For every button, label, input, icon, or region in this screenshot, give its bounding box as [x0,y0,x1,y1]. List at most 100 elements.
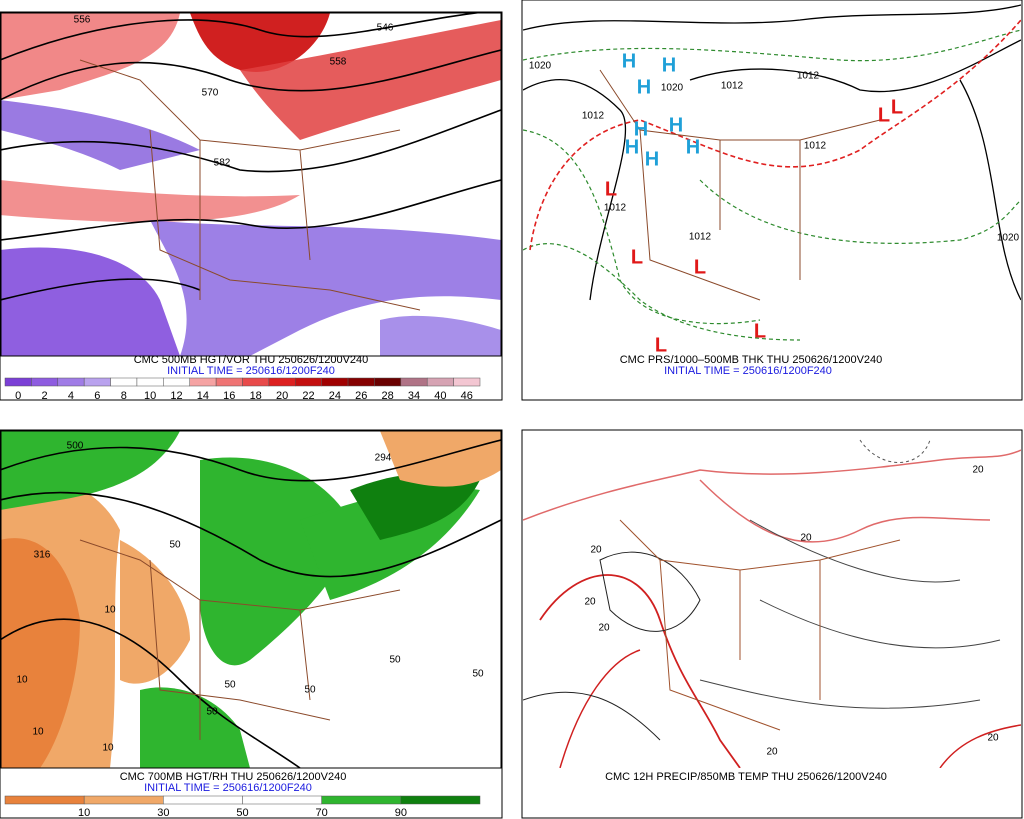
colorbar-label: 12 [170,390,182,402]
colorbar-swatch [347,377,375,387]
high-marker: H [637,76,651,98]
panel-caption: CMC 700MB HGT/RH THU 250626/1200V240 [120,771,347,783]
colorbar-swatch [110,377,138,387]
high-marker: H [622,50,636,72]
colorbar-swatch [321,377,349,387]
low-marker: L [694,256,706,278]
colorbar-swatch [374,377,402,387]
contour-label: 556 [74,15,91,26]
contour-label: 50 [224,680,236,691]
colorbar-label: 28 [382,390,394,402]
colorbar-label: 26 [355,390,367,402]
contour-label: 10 [32,727,44,738]
contour-label: 20 [987,733,999,744]
colorbar-label: 18 [250,390,262,402]
colorbar-swatch [136,377,164,387]
contour-label: 316 [34,550,51,561]
panel-frame [521,429,1023,819]
colorbar-label: 46 [461,390,473,402]
colorbar-swatch [400,795,481,805]
colorbar-swatch [321,795,402,805]
contour-label: 10 [16,675,28,686]
colorbar-label: 20 [276,390,288,402]
pressure-map [523,1,1021,354]
contour-label: 1020 [997,233,1020,244]
contour-label: 546 [377,23,394,34]
colorbar-swatch [163,795,243,805]
humidity-map [1,431,501,768]
colorbar-label: 16 [223,390,235,402]
contour-label: 1012 [689,232,712,243]
colorbar-label: 40 [434,390,446,402]
contour-label: 20 [800,533,812,544]
low-marker: L [631,246,643,268]
contour-label: 294 [375,453,392,464]
low-marker: L [655,334,667,356]
colorbar-label: 24 [329,390,341,402]
colorbar-swatch [83,377,111,387]
colorbar-label: 0 [15,390,21,402]
panel-caption: CMC 500MB HGT/VOR THU 250626/1200V240 [134,354,369,366]
contour-label: 570 [202,88,219,99]
colorbar-swatch [453,377,481,387]
panel-frame [0,429,503,819]
colorbar-swatch [31,377,59,387]
colorbar-label: 8 [121,390,127,402]
colorbar-label: 22 [302,390,314,402]
contour-label: 1012 [604,203,627,214]
high-marker: H [686,136,700,158]
contour-label: 20 [972,465,984,476]
high-marker: H [645,148,659,170]
colorbar-swatch [268,377,296,387]
low-marker: L [605,178,617,200]
panel-frame [0,12,502,357]
colorbar-swatch [4,377,32,387]
colorbar-swatch [426,377,454,387]
panel-caption: CMC 12H PRECIP/850MB TEMP THU 250626/120… [605,771,887,783]
colorbar-swatch [57,377,85,387]
colorbar-swatch [295,377,322,387]
colorbar-swatch [4,795,85,805]
colorbar-label: 90 [395,807,407,819]
contour-label: 50 [206,707,218,718]
high-marker: H [669,114,683,136]
panel-frame [521,0,1023,401]
contour-label: 50 [389,655,401,666]
contour-label: 50 [304,685,316,696]
contour-label: 10 [104,605,116,616]
colorbar-label: 70 [316,807,328,819]
high-marker: H [625,136,639,158]
colorbar-swatch [242,377,270,387]
contour-label: 50 [472,669,484,680]
colorbar-label: 2 [42,390,48,402]
contour-label: 50 [169,540,181,551]
contour-label: 20 [590,545,602,556]
contour-label: 500 [67,441,84,452]
colorbar-swatch [189,377,217,387]
colorbar-label: 6 [94,390,100,402]
initial-time: INITIAL TIME = 250616/1200F240 [167,365,335,377]
contour-label: 1012 [797,71,820,82]
contour-label: 558 [330,57,347,68]
contour-label: 20 [584,597,596,608]
colorbar-swatch [242,795,322,805]
contour-label: 1012 [582,111,605,122]
contour-label: 10 [102,743,114,754]
colorbar-label: 10 [78,807,90,819]
contour-label: 20 [598,623,610,634]
colorbar-label: 50 [236,807,248,819]
panel-caption: CMC PRS/1000–500MB THK THU 250626/1200V2… [620,354,883,366]
colorbar-swatch [83,795,164,805]
panel-frame [0,11,503,401]
contour-label: 1012 [721,81,744,92]
contour-label: 1020 [661,83,684,94]
colorbar-label: 4 [68,390,74,402]
contour-label: 1012 [804,141,827,152]
colorbar-label: 30 [157,807,169,819]
low-marker: L [878,104,890,126]
vorticity-map [1,13,501,356]
colorbar-swatch [163,377,190,387]
initial-time: INITIAL TIME = 250616/1200F240 [664,365,832,377]
contour-label: 582 [214,158,231,169]
